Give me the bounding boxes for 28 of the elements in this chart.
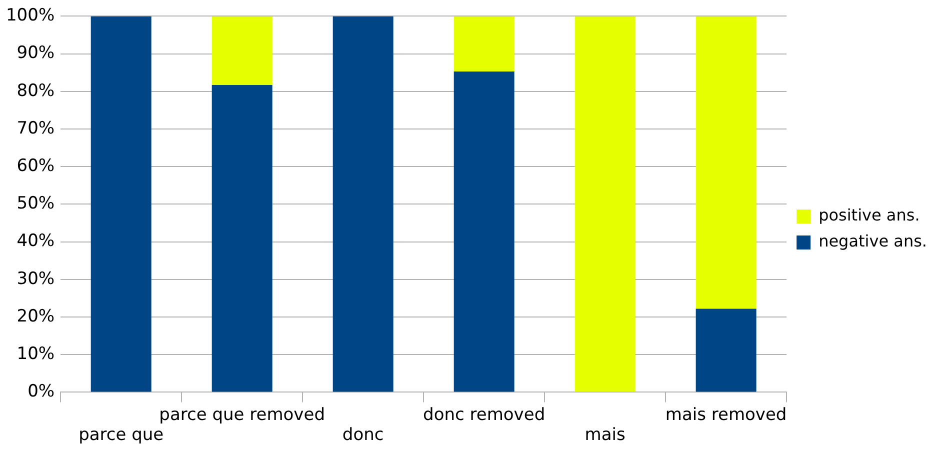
x-tick-label: mais <box>584 425 626 446</box>
bar <box>212 85 272 392</box>
x-tick-label: mais removed <box>665 404 787 425</box>
bar <box>454 71 514 392</box>
y-tick-label: 40% <box>16 231 55 252</box>
y-tick-label: 70% <box>16 118 55 138</box>
bar <box>574 16 636 392</box>
x-tick-label: donc <box>342 425 384 446</box>
bar <box>696 16 756 309</box>
y-tick-label: 20% <box>16 306 55 326</box>
x-tick-label: parce que <box>78 425 164 446</box>
y-tick-label: 30% <box>16 268 55 289</box>
x-tick-label: parce que removed <box>159 404 325 425</box>
legend-label: positive ans. <box>818 206 920 225</box>
bar <box>454 16 514 72</box>
y-tick-label: 60% <box>16 156 55 176</box>
legend-label: negative ans. <box>818 232 928 251</box>
y-tick-label: 100% <box>6 6 55 26</box>
bar <box>696 308 756 392</box>
y-tick-label: 50% <box>16 194 55 214</box>
y-tick-label: 90% <box>16 43 55 64</box>
y-tick-label: 10% <box>16 344 55 364</box>
y-tick-label: 80% <box>16 80 55 101</box>
bar <box>332 16 394 392</box>
bar <box>90 16 152 392</box>
y-tick-label: 0% <box>28 382 55 402</box>
bar <box>212 16 272 86</box>
x-tick-label: donc removed <box>423 404 546 425</box>
